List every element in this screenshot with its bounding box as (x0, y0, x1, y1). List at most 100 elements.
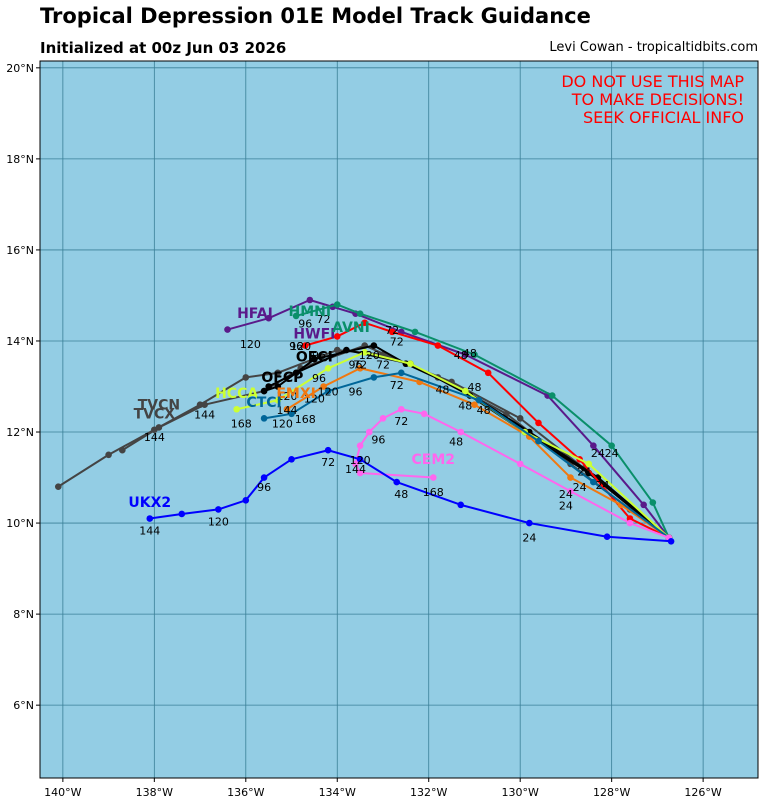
hour-label: 96 (312, 349, 326, 362)
model-name-label: HWFI (293, 327, 335, 343)
track-point (626, 515, 634, 522)
track-point (306, 296, 314, 304)
y-tick-label: 20°N (6, 62, 34, 75)
hour-label: 48 (463, 347, 477, 360)
hour-label: 120 (350, 454, 371, 467)
track-point (265, 314, 272, 322)
track-point (407, 360, 414, 368)
track-point (283, 405, 291, 413)
track-ukx2 (146, 446, 675, 545)
track-point (548, 392, 556, 399)
model-name-label: HFAI (237, 306, 273, 322)
track-point (462, 387, 469, 395)
model-name-label: TVCN (138, 397, 180, 413)
track-point (311, 355, 318, 363)
track-point (155, 424, 163, 431)
hour-label: 24 (577, 465, 591, 478)
track-point (274, 396, 282, 404)
y-tick-label: 8°N (13, 608, 34, 621)
hour-label: 120 (240, 338, 261, 351)
model-name-label: CEM2 (412, 452, 456, 468)
track-point (379, 415, 387, 422)
hour-label: 120 (290, 340, 311, 353)
y-tick-label: 14°N (6, 335, 34, 348)
hour-label: 168 (231, 417, 252, 430)
init-subtitle: Initialized at 00z Jun 03 2026 (40, 39, 287, 57)
hour-label: 144 (194, 408, 215, 421)
hour-label: 72 (376, 358, 390, 371)
track-point (292, 369, 300, 377)
track-point (260, 474, 268, 481)
model-name-label: CTCI (246, 395, 281, 411)
track-point (397, 369, 405, 377)
track-point (343, 346, 350, 354)
model-name-label: OFCI (296, 349, 333, 365)
track-point (590, 478, 597, 486)
track-point (320, 383, 327, 390)
model-tracks (54, 296, 675, 545)
model-name-label: TVCX (134, 406, 176, 422)
model-name-label: UKX2 (128, 495, 171, 511)
hour-label: 72 (353, 358, 367, 371)
track-point (626, 519, 634, 527)
track-point (324, 446, 332, 454)
hour-label: 96 (257, 481, 271, 494)
warning-line: SEEK OFFICIAL INFO (583, 108, 744, 127)
model-name-label: AVNI (332, 320, 370, 336)
hour-label: 144 (276, 404, 297, 417)
hour-label: 24 (559, 499, 573, 512)
track-line (304, 321, 670, 539)
track-point (356, 310, 364, 317)
map-frame (39, 60, 759, 779)
track-point (516, 460, 524, 468)
warning-line: DO NOT USE THIS MAP (561, 72, 744, 91)
track-point (288, 410, 295, 418)
track-point (462, 351, 469, 358)
track-point (288, 456, 295, 463)
hour-label: 24 (605, 447, 619, 460)
track-point (526, 519, 533, 527)
track-point (352, 460, 359, 468)
warning-line: TO MAKE DECISIONS! (571, 90, 744, 109)
track-point (457, 501, 465, 509)
hour-label: 24 (591, 447, 605, 460)
track-ctci (260, 369, 673, 541)
track-point (356, 456, 364, 463)
hour-label: 48 (394, 488, 408, 501)
hour-label: 96 (298, 317, 312, 330)
hour-label: 72 (390, 379, 404, 392)
track-point (356, 469, 364, 477)
hour-label: 168 (295, 413, 316, 426)
hour-label: 48 (477, 404, 491, 417)
model-name-label: HCCA (215, 386, 258, 402)
track-point (411, 328, 419, 336)
track-point (388, 328, 396, 336)
x-tick-label: 132°W (410, 786, 447, 799)
hour-label: 24 (573, 481, 587, 494)
track-point (242, 497, 250, 504)
x-tick-label: 130°W (502, 786, 539, 799)
track-point (370, 374, 378, 381)
track-point (585, 460, 593, 468)
hour-label: 72 (317, 313, 331, 326)
track-point (361, 319, 369, 327)
hour-label: 120 (318, 386, 339, 399)
hour-label: 120 (272, 417, 293, 430)
hour-label: 120 (276, 390, 297, 403)
hour-label: 168 (423, 486, 444, 499)
hour-label: 72 (390, 336, 404, 349)
hour-label: 120 (359, 349, 380, 362)
page-title: Tropical Depression 01E Model Track Guid… (40, 4, 591, 28)
track-point (434, 342, 442, 349)
hour-label: 96 (349, 358, 363, 371)
hour-label: 96 (289, 340, 303, 353)
track-point (471, 351, 478, 358)
hour-label: 72 (385, 324, 399, 337)
track-point (242, 374, 250, 381)
track-point (260, 415, 268, 422)
hour-label: 48 (435, 383, 449, 396)
model-name-label: HMNI (289, 304, 332, 320)
